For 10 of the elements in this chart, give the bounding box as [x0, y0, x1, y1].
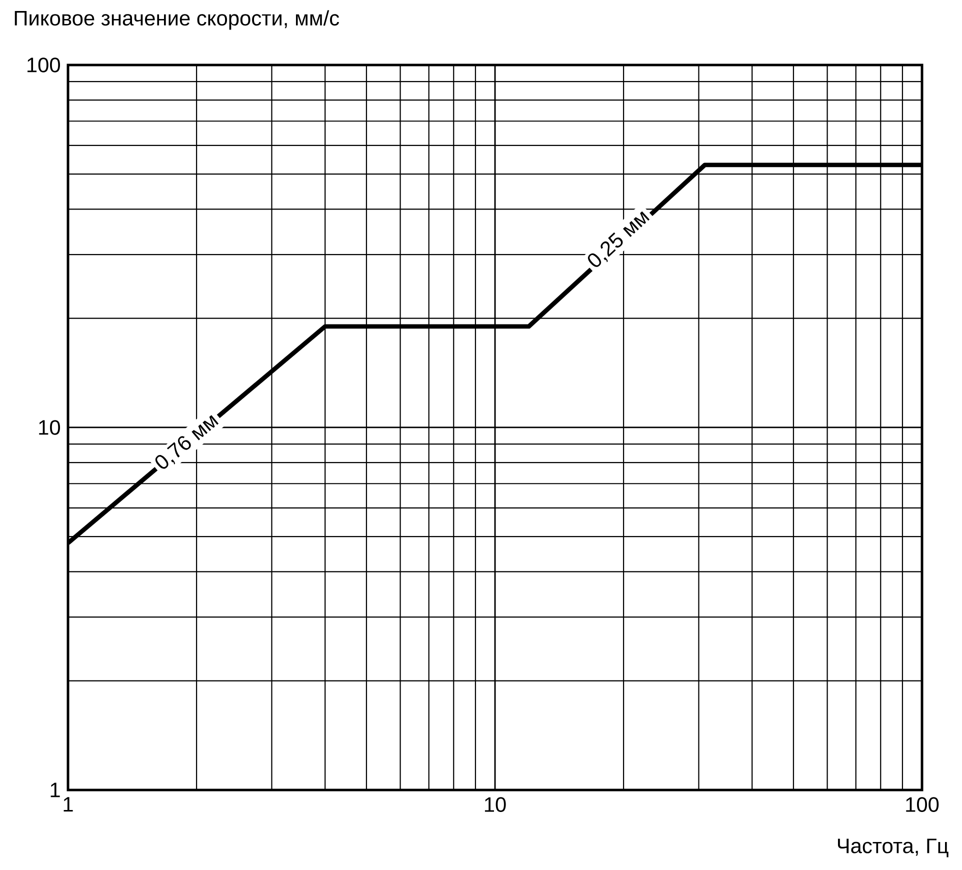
y-tick-label: 1	[50, 782, 60, 798]
y-tick-label: 100	[28, 58, 60, 72]
annotation: 0,25 мм	[588, 211, 650, 267]
y-axis-title: Пиковое значение скорости, мм/с	[14, 10, 340, 30]
x-axis-title: Частота, Гц	[838, 838, 948, 858]
x-tick-label: 1	[64, 797, 73, 812]
x-tick-label: 100	[906, 797, 939, 812]
x-tick-label: 10	[484, 797, 506, 812]
annotation: 0,76 мм	[155, 415, 219, 469]
y-tick-label: 10	[39, 420, 60, 435]
